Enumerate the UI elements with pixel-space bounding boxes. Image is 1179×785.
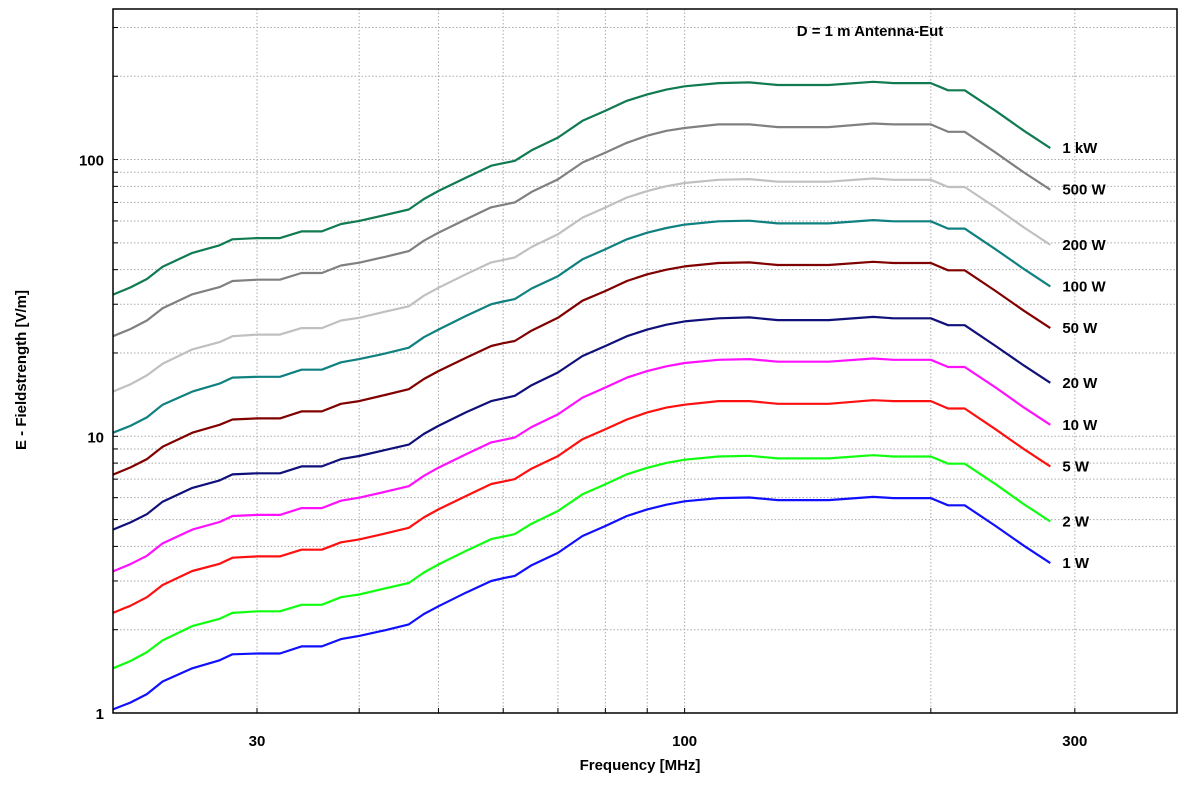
- tick-label-layer: 30 100 300 1 10 100: [79, 27, 1087, 750]
- series-label: 2 W: [1062, 514, 1090, 531]
- series-line-1w: [112, 495, 1051, 711]
- grid-layer: [112, 9, 1177, 714]
- y-tick-label: 1: [96, 706, 104, 723]
- series-line-100w: [112, 219, 1051, 434]
- series-line-200w: [112, 177, 1051, 393]
- series-label: 5 W: [1062, 458, 1090, 475]
- x-tick-label: 100: [672, 733, 697, 750]
- series-label: 50 W: [1062, 320, 1098, 337]
- series-label: 100 W: [1062, 278, 1106, 295]
- series-line-10w: [112, 357, 1051, 573]
- series-line-50w: [112, 260, 1051, 476]
- x-tick-label: 300: [1062, 733, 1087, 750]
- y-tick-label: 100: [79, 153, 104, 170]
- series-label: 1 W: [1062, 555, 1090, 572]
- x-tick-label: 30: [249, 733, 266, 750]
- series-line-20w: [112, 315, 1051, 531]
- series-line-2w: [112, 454, 1051, 670]
- series-label-layer: 1 kW 500 W 200 W 100 W 50 W 20 W 10 W 5 W 2 W 1 W: [1062, 140, 1106, 572]
- series-label: 1 kW: [1062, 140, 1098, 157]
- series-line-500w: [112, 122, 1051, 338]
- series-label: 500 W: [1062, 182, 1106, 199]
- y-tick-label: 10: [87, 429, 104, 446]
- series-label: 200 W: [1062, 237, 1106, 254]
- series-label: 10 W: [1062, 417, 1098, 434]
- x-axis-label: Frequency [MHz]: [580, 757, 701, 774]
- series-line-5w: [112, 399, 1051, 614]
- chart-title: D = 1 m Antenna-Eut: [797, 23, 944, 40]
- plot-frame: [112, 8, 1178, 714]
- series-label: 20 W: [1062, 375, 1098, 392]
- series-layer: [112, 80, 1051, 711]
- y-axis-label: E - Fieldstrength [V/m]: [13, 290, 30, 450]
- series-line-1kw: [112, 80, 1051, 296]
